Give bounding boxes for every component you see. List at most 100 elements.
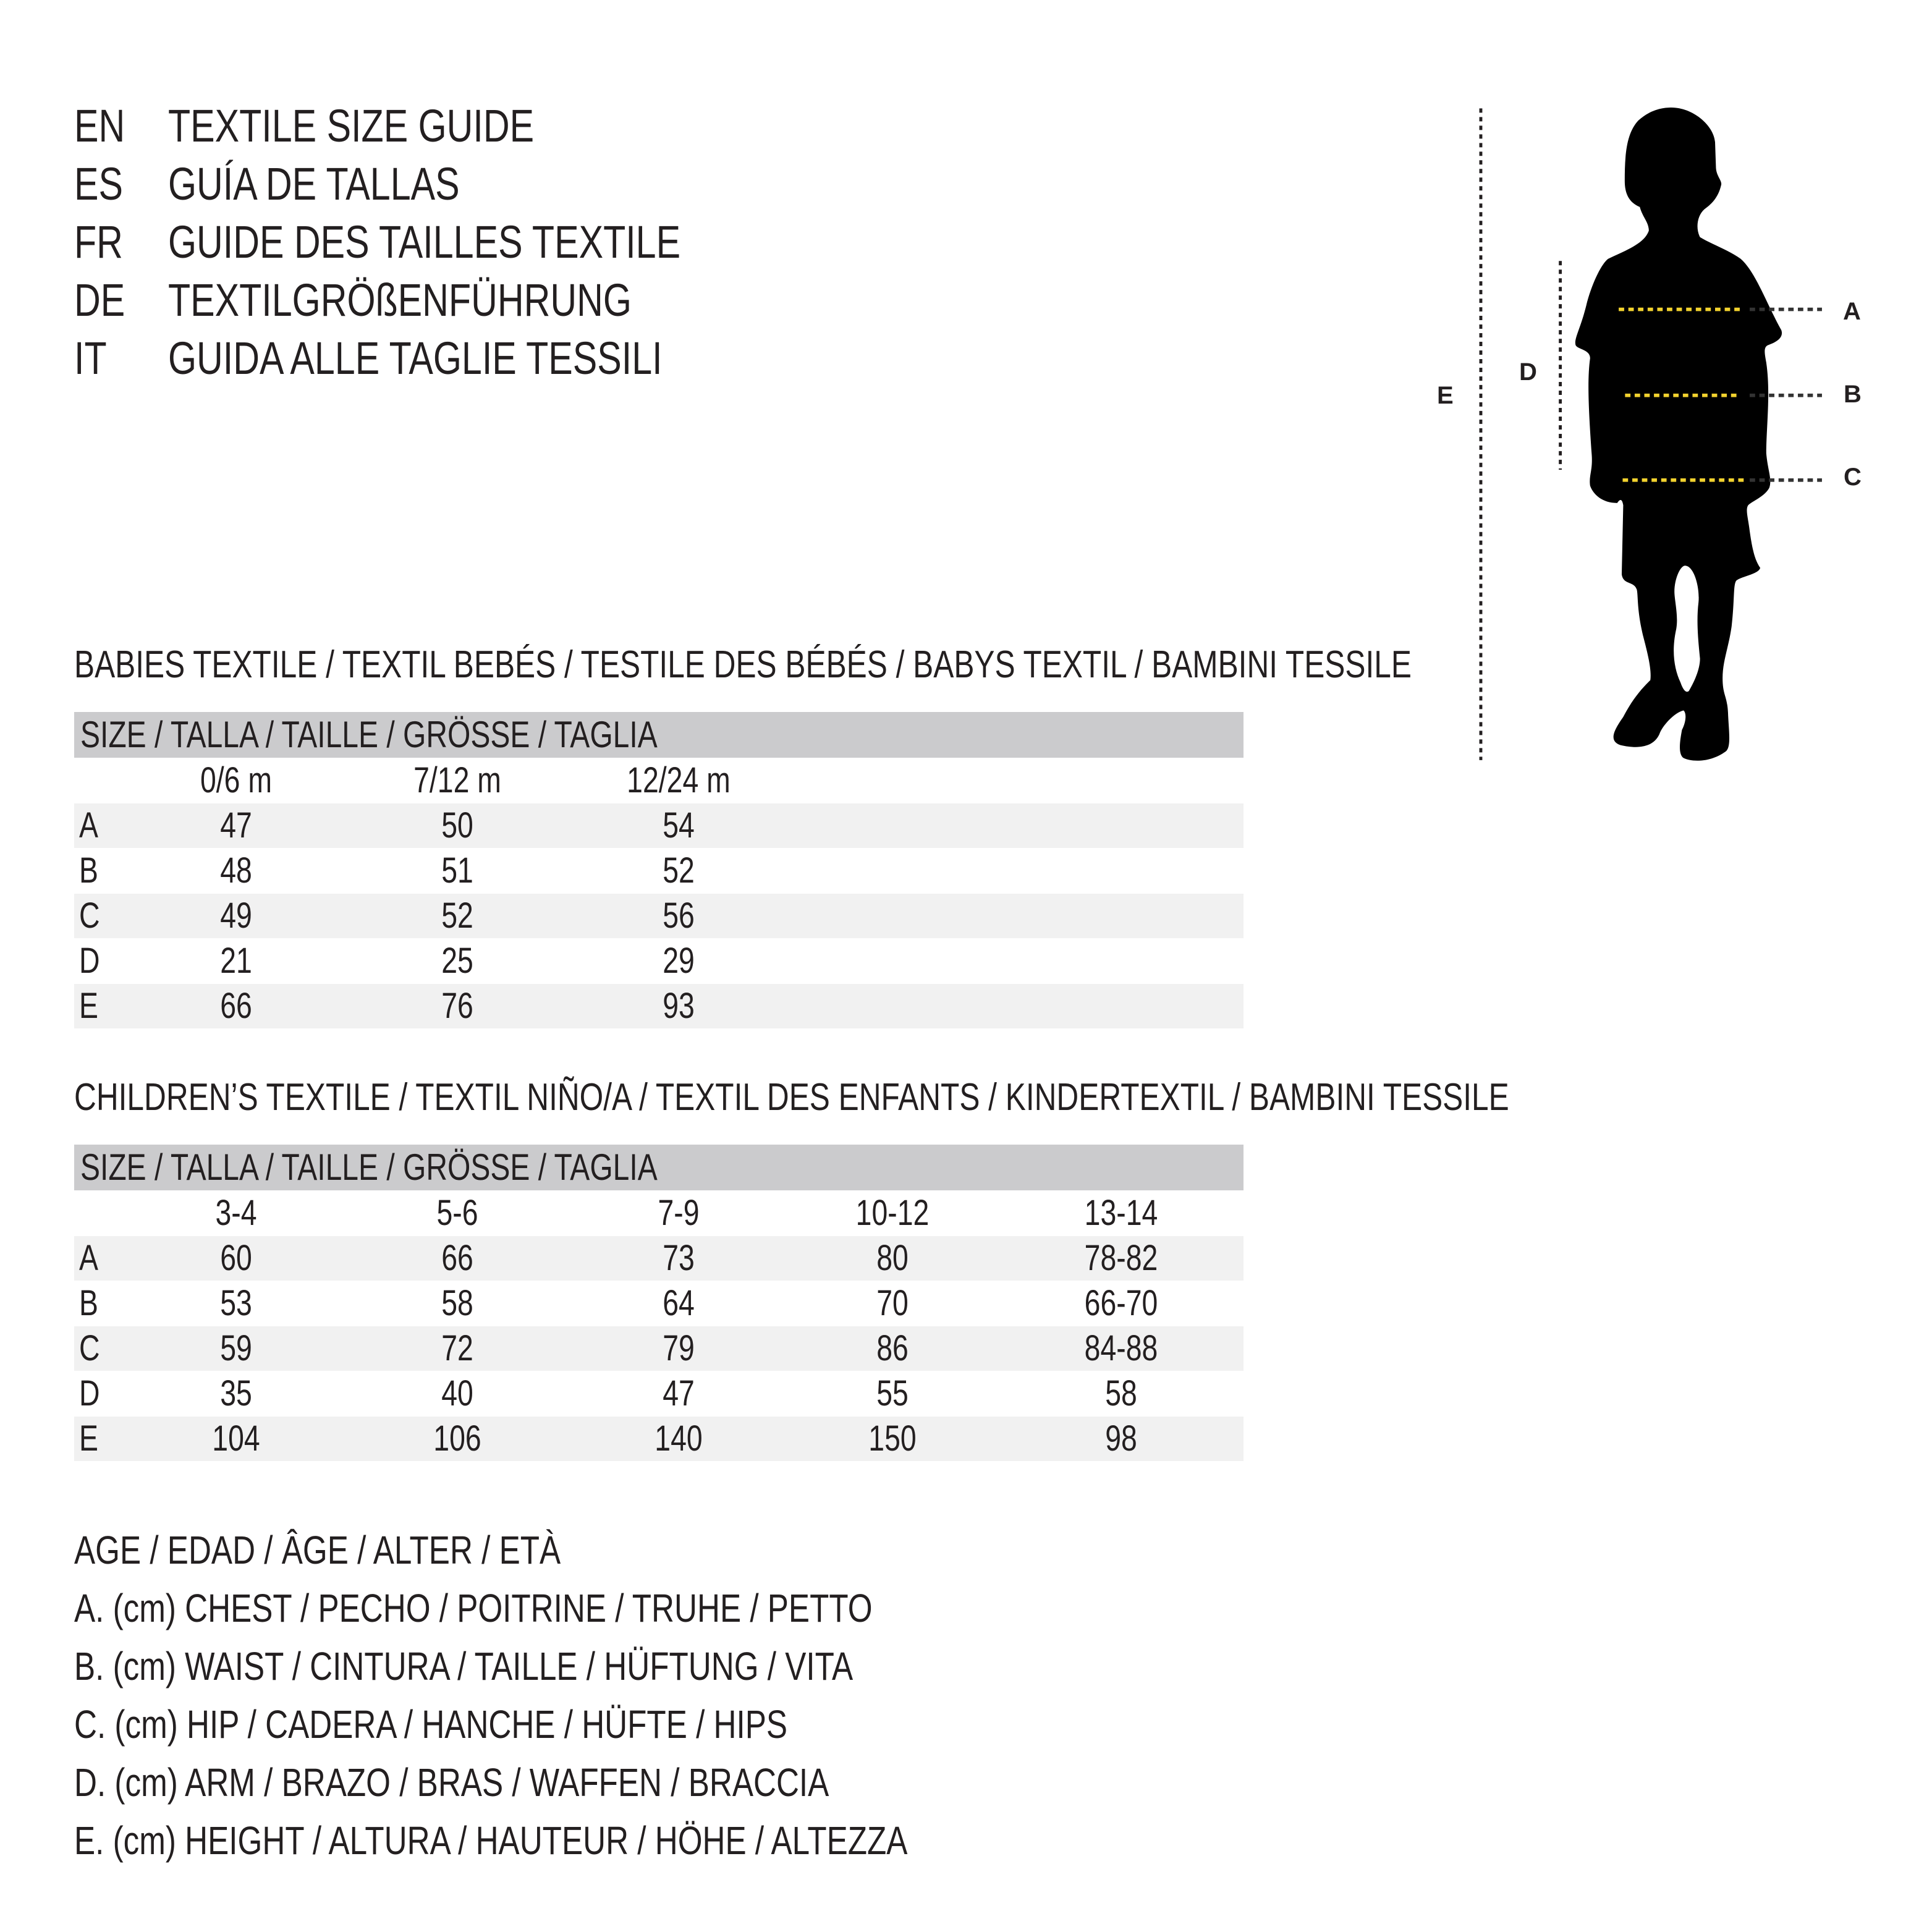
- table-cell: 35: [220, 1373, 252, 1413]
- size-header-text: SIZE / TALLA / TAILLE / GRÖSSE / TAGLIA: [80, 1146, 658, 1188]
- row-label: D: [79, 1373, 100, 1413]
- table-cell: 98: [1105, 1418, 1137, 1459]
- table-cell: 52: [663, 850, 695, 891]
- table-cell: 56: [663, 896, 695, 936]
- table-cell: 76: [441, 986, 473, 1026]
- table-cell: 78-82: [1084, 1238, 1158, 1278]
- table-cell: 106: [433, 1418, 481, 1459]
- table-row: D 35 40 47 55 58: [74, 1371, 1244, 1416]
- language-code: DE: [74, 274, 125, 326]
- table-cell: 29: [663, 941, 695, 981]
- table-cell: 60: [220, 1238, 252, 1278]
- legend-item: B. (cm) WAIST / CINTURA / TAILLE / HÜFTU…: [74, 1642, 1048, 1691]
- children-heading: CHILDREN’S TEXTILE / TEXTIL NIÑO/A / TEX…: [74, 1073, 1868, 1122]
- legend-item: D. (cm) ARM / BRAZO / BRAS / WAFFEN / BR…: [74, 1758, 1018, 1807]
- table-row: B 48 51 52: [74, 849, 1244, 893]
- legend-text: A. (cm) CHEST / PECHO / POITRINE / TRUHE…: [74, 1586, 873, 1630]
- legend-text: C. (cm) HIP / CADERA / HANCHE / HÜFTE / …: [74, 1702, 788, 1747]
- row-label: E: [79, 986, 98, 1026]
- table-cell: 150: [868, 1418, 917, 1459]
- legend-text: D. (cm) ARM / BRAZO / BRAS / WAFFEN / BR…: [74, 1760, 829, 1805]
- title-text: GUÍA DE TALLAS: [168, 158, 460, 210]
- language-code: EN: [74, 100, 125, 151]
- table-cell: 140: [655, 1418, 703, 1459]
- table-cell: 55: [876, 1373, 909, 1413]
- size-header-text: SIZE / TALLA / TAILLE / GRÖSSE / TAGLIA: [80, 714, 658, 755]
- table-row: C 59 72 79 86 84-88: [74, 1326, 1244, 1371]
- row-label: D: [79, 941, 100, 981]
- table-cell: 54: [663, 805, 695, 845]
- table-cell: 72: [441, 1328, 473, 1368]
- column-header: 5-6: [436, 1193, 478, 1233]
- table-cell: 66: [441, 1238, 473, 1278]
- table-cell: 51: [441, 850, 473, 891]
- legend-item: C. (cm) HIP / CADERA / HANCHE / HÜFTE / …: [74, 1700, 966, 1749]
- column-header: 0/6 m: [200, 760, 273, 800]
- row-label: A: [79, 805, 98, 845]
- column-header: 10-12: [855, 1193, 930, 1233]
- table-cell: 66-70: [1084, 1283, 1158, 1323]
- table-cell: 40: [441, 1373, 473, 1413]
- table-cell: 21: [220, 941, 252, 981]
- label-c: C: [1844, 464, 1862, 491]
- title-text: GUIDE DES TAILLES TEXTILE: [168, 216, 681, 268]
- table-cell: 104: [212, 1418, 260, 1459]
- label-a: A: [1843, 298, 1861, 325]
- measurement-figure: A B C D E: [1421, 99, 1891, 779]
- legend-item: E. (cm) HEIGHT / ALTURA / HAUTEUR / HÖHE…: [74, 1816, 1116, 1865]
- child-silhouette-icon: [1479, 107, 1822, 761]
- language-code: IT: [74, 333, 107, 384]
- children-heading-text: CHILDREN’S TEXTILE / TEXTIL NIÑO/A / TEX…: [74, 1076, 1509, 1119]
- language-code: ES: [74, 158, 123, 210]
- column-header: 13-14: [1084, 1193, 1158, 1233]
- row-label: E: [79, 1418, 98, 1459]
- table-cell: 93: [663, 986, 695, 1026]
- row-label: C: [79, 1328, 100, 1368]
- table-cell: 73: [663, 1238, 695, 1278]
- babies-heading-text: BABIES TEXTILE / TEXTIL BEBÉS / TESTILE …: [74, 643, 1412, 686]
- row-label: A: [79, 1238, 98, 1278]
- language-code: FR: [74, 216, 123, 268]
- title-text: GUIDA ALLE TAGLIE TESSILI: [168, 333, 663, 384]
- table-cell: 49: [220, 896, 252, 936]
- silhouette: [1575, 107, 1782, 761]
- label-b: B: [1844, 381, 1862, 408]
- row-label: B: [79, 850, 98, 891]
- label-e: E: [1437, 382, 1454, 409]
- title-text: TEXTILGRÖßENFÜHRUNG: [168, 274, 632, 326]
- table-cell: 47: [663, 1373, 695, 1413]
- legend-text: E. (cm) HEIGHT / ALTURA / HAUTEUR / HÖHE…: [74, 1818, 908, 1863]
- table-cell: 47: [220, 805, 252, 845]
- title-text: TEXTILE SIZE GUIDE: [168, 100, 535, 151]
- table-cell: 66: [220, 986, 252, 1026]
- column-header: 3-4: [215, 1193, 257, 1233]
- legend-text: B. (cm) WAIST / CINTURA / TAILLE / HÜFTU…: [74, 1644, 854, 1688]
- table-row: A 47 50 54: [74, 803, 1244, 848]
- table-row: D 21 25 29: [74, 939, 1244, 983]
- legend-item: AGE / EDAD / ÂGE / ALTER / ETÀ: [74, 1525, 682, 1575]
- column-header: 12/24 m: [627, 760, 731, 800]
- table-row: C 49 52 56: [74, 894, 1244, 938]
- table-cell: 53: [220, 1283, 252, 1323]
- table-cell: 84-88: [1084, 1328, 1158, 1368]
- table-cell: 80: [876, 1238, 909, 1278]
- column-header: 7-9: [658, 1193, 700, 1233]
- table-cell: 86: [876, 1328, 909, 1368]
- table-cell: 79: [663, 1328, 695, 1368]
- label-d: D: [1519, 358, 1537, 386]
- babies-size-header: SIZE / TALLA / TAILLE / GRÖSSE / TAGLIA: [74, 712, 1244, 758]
- table-row: B 53 58 64 70 66-70: [74, 1281, 1244, 1326]
- legend-text: AGE / EDAD / ÂGE / ALTER / ETÀ: [74, 1528, 561, 1572]
- column-header: 7/12 m: [413, 760, 501, 800]
- table-cell: 52: [441, 896, 473, 936]
- children-size-header: SIZE / TALLA / TAILLE / GRÖSSE / TAGLIA: [74, 1145, 1244, 1190]
- column-header-row: 0/6 m 7/12 m 12/24 m: [74, 758, 1244, 803]
- table-cell: 25: [441, 941, 473, 981]
- table-cell: 64: [663, 1283, 695, 1323]
- table-row: A 60 66 73 80 78-82: [74, 1236, 1244, 1281]
- table-cell: 58: [1105, 1373, 1137, 1413]
- table-row: E 104 106 140 150 98: [74, 1417, 1244, 1461]
- row-label: B: [79, 1283, 98, 1323]
- table-row: E 66 76 93: [74, 984, 1244, 1028]
- table-cell: 48: [220, 850, 252, 891]
